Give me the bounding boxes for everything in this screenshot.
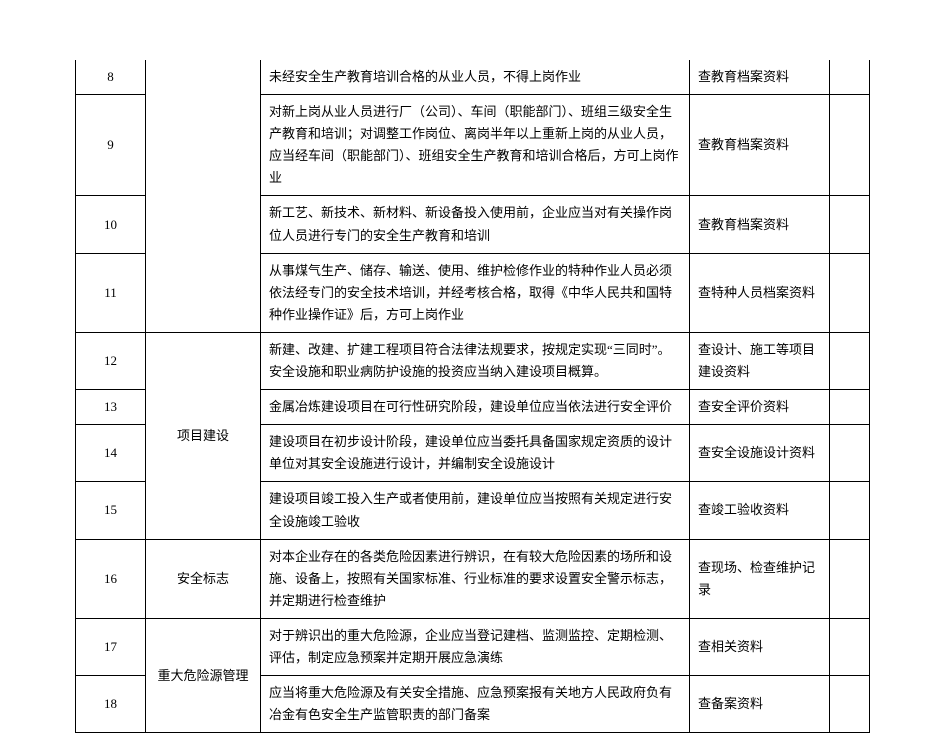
last-cell [830, 425, 870, 482]
description-cell: 未经安全生产教育培训合格的从业人员，不得上岗作业 [261, 60, 690, 95]
last-cell [830, 196, 870, 253]
check-method-cell: 查安全设施设计资料 [690, 425, 830, 482]
last-cell [830, 482, 870, 539]
check-method-cell: 查备案资料 [690, 676, 830, 733]
row-number: 12 [76, 332, 146, 389]
last-cell [830, 253, 870, 332]
row-number: 17 [76, 618, 146, 675]
description-cell: 建设项目竣工投入生产或者使用前，建设单位应当按照有关规定进行安全设施竣工验收 [261, 482, 690, 539]
check-method-cell: 查安全评价资料 [690, 390, 830, 425]
check-method-cell: 查现场、检查维护记录 [690, 539, 830, 618]
category-cell: 重大危险源管理 [146, 618, 261, 732]
row-number: 8 [76, 60, 146, 95]
check-method-cell: 查设计、施工等项目建设资料 [690, 332, 830, 389]
last-cell [830, 539, 870, 618]
check-method-cell: 查教育档案资料 [690, 95, 830, 196]
description-cell: 对本企业存在的各类危险因素进行辨识，在有较大危险因素的场所和设施、设备上，按照有… [261, 539, 690, 618]
check-method-cell: 查教育档案资料 [690, 60, 830, 95]
description-cell: 应当将重大危险源及有关安全措施、应急预案报有关地方人民政府负有冶金有色安全生产监… [261, 676, 690, 733]
table-row: 17 重大危险源管理 对于辨识出的重大危险源，企业应当登记建档、监测监控、定期检… [76, 618, 870, 675]
row-number: 10 [76, 196, 146, 253]
description-cell: 建设项目在初步设计阶段，建设单位应当委托具备国家规定资质的设计单位对其安全设施进… [261, 425, 690, 482]
description-cell: 对新上岗从业人员进行厂（公司）、车间（职能部门）、班组三级安全生产教育和培训；对… [261, 95, 690, 196]
category-cell: 项目建设 [146, 332, 261, 539]
category-cell: 安全标志 [146, 539, 261, 618]
table-row: 8 未经安全生产教育培训合格的从业人员，不得上岗作业 查教育档案资料 [76, 60, 870, 95]
row-number: 9 [76, 95, 146, 196]
row-number: 14 [76, 425, 146, 482]
description-cell: 新建、改建、扩建工程项目符合法律法规要求，按规定实现“三同时”。安全设施和职业病… [261, 332, 690, 389]
table-row: 12 项目建设 新建、改建、扩建工程项目符合法律法规要求，按规定实现“三同时”。… [76, 332, 870, 389]
check-method-cell: 查竣工验收资料 [690, 482, 830, 539]
description-cell: 新工艺、新技术、新材料、新设备投入使用前，企业应当对有关操作岗位人员进行专门的安… [261, 196, 690, 253]
last-cell [830, 95, 870, 196]
safety-inspection-table: 8 未经安全生产教育培训合格的从业人员，不得上岗作业 查教育档案资料 9 对新上… [75, 60, 870, 733]
check-method-cell: 查相关资料 [690, 618, 830, 675]
last-cell [830, 60, 870, 95]
last-cell [830, 332, 870, 389]
description-cell: 金属冶炼建设项目在可行性研究阶段，建设单位应当依法进行安全评价 [261, 390, 690, 425]
last-cell [830, 618, 870, 675]
row-number: 13 [76, 390, 146, 425]
last-cell [830, 676, 870, 733]
row-number: 11 [76, 253, 146, 332]
description-cell: 从事煤气生产、储存、输送、使用、维护检修作业的特种作业人员必须依法经专门的安全技… [261, 253, 690, 332]
check-method-cell: 查教育档案资料 [690, 196, 830, 253]
row-number: 18 [76, 676, 146, 733]
row-number: 16 [76, 539, 146, 618]
table-row: 16 安全标志 对本企业存在的各类危险因素进行辨识，在有较大危险因素的场所和设施… [76, 539, 870, 618]
check-method-cell: 查特种人员档案资料 [690, 253, 830, 332]
category-cell [146, 60, 261, 332]
last-cell [830, 390, 870, 425]
description-cell: 对于辨识出的重大危险源，企业应当登记建档、监测监控、定期检测、评估，制定应急预案… [261, 618, 690, 675]
row-number: 15 [76, 482, 146, 539]
